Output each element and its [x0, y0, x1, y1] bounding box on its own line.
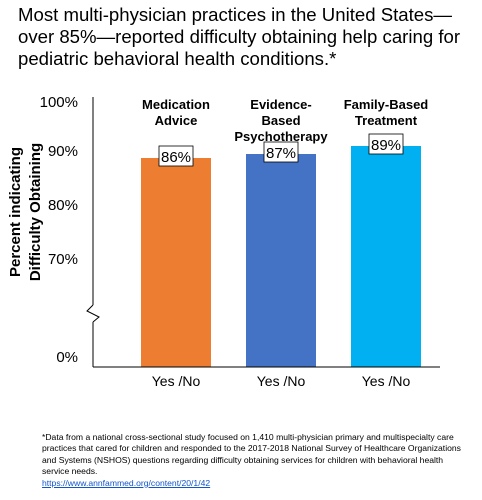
footnote-text: *Data from a national cross-sectional st… [42, 432, 461, 477]
value-label-box [368, 133, 404, 155]
category-label-line: Based [261, 113, 300, 128]
y-axis-ticks: 100% 90% 80% 70% 0% [40, 94, 78, 366]
y-tick-label: 80% [48, 197, 78, 214]
axes [86, 97, 440, 368]
x-axis-label: Yes /No [362, 373, 411, 389]
y-axis-label-line: Percent indicating [7, 147, 24, 277]
source-link[interactable]: https://www.annfammed.org/content/20/1/4… [42, 477, 211, 488]
x-axis-label: Yes /No [152, 373, 201, 389]
x-axis-label: Yes /No [257, 373, 306, 389]
value-labels: 86% 87% 89% [158, 133, 404, 167]
y-tick-label: 70% [48, 251, 78, 268]
category-label-line: Treatment [355, 113, 418, 128]
bar [246, 154, 316, 367]
bar [351, 146, 421, 367]
y-tick-label: 100% [40, 94, 78, 111]
bar-chart: Percent indicating Difficulty Obtaining 1… [7, 94, 440, 389]
category-label-line: Evidence- [250, 97, 311, 112]
bars [141, 146, 421, 367]
chart-title: Most multi-physician practices in the Un… [18, 4, 461, 69]
value-label: 86% [161, 149, 191, 166]
category-label-line: Advice [155, 113, 198, 128]
value-label-box [263, 141, 299, 163]
axis-break-mark [86, 304, 100, 323]
y-axis-label-line: Difficulty Obtaining [27, 143, 44, 281]
category-label-line: Medication [142, 97, 210, 112]
y-tick-label: 90% [48, 143, 78, 160]
value-label: 89% [371, 137, 401, 154]
y-tick-label: 0% [56, 349, 78, 366]
category-label-line: Psychotherapy [234, 129, 328, 144]
category-label-line: Family-Based [344, 97, 429, 112]
value-label: 87% [266, 145, 296, 162]
value-label-box [158, 145, 194, 167]
bar [141, 158, 211, 367]
y-axis-label: Percent indicating Difficulty Obtaining [7, 143, 44, 281]
x-axis-labels: Yes /No Yes /No Yes /No [152, 373, 411, 389]
footnote: *Data from a national cross-sectional st… [42, 432, 472, 489]
